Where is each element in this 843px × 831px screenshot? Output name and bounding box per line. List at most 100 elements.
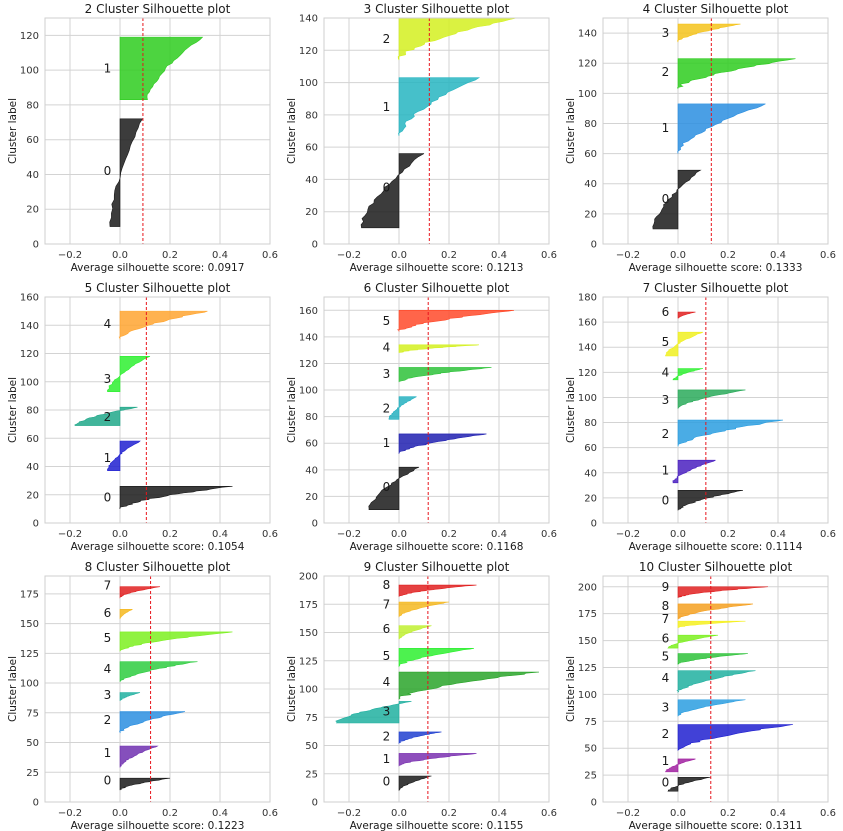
y-tick-label: 40 [305,465,318,476]
y-tick-label: 175 [20,589,39,600]
cluster-label-1: 1 [104,61,112,75]
silhouette-cluster-0 [119,777,171,791]
silhouette-cluster-2 [677,58,796,89]
plot-area [603,18,828,244]
silhouette-cluster-4 [398,671,540,700]
y-tick-label: 160 [20,293,39,304]
y-axis-label: Cluster label [565,377,577,443]
cluster-label-1: 1 [104,451,112,465]
y-axis-label: Cluster label [565,98,577,164]
y-tick-label: 120 [578,59,597,70]
chart-title: 9 Cluster Silhouette plot [364,560,510,574]
silhouette-cluster-4 [119,661,198,682]
silhouette-cluster-3 [107,356,151,392]
y-tick-label: 0 [312,240,318,251]
y-tick-label: 140 [578,343,597,354]
y-tick-label: 100 [20,377,39,388]
silhouette-cluster-1 [398,77,481,136]
cluster-label-1: 1 [383,100,391,114]
x-tick-label: 0.2 [441,529,457,540]
silhouette-cluster-6 [119,609,133,619]
x-tick-label: −0.2 [616,529,640,540]
chart-title: 7 Cluster Silhouette plot [643,281,789,295]
silhouette-cluster-0 [109,118,144,227]
chart-title: 5 Cluster Silhouette plot [85,281,231,295]
x-axis-label: Average silhouette score: 0.1168 [350,541,524,553]
y-tick-label: 40 [26,170,39,181]
silhouette-panel-1: 0 1 2 −0.2 0.0 0.2 0.4 0.6 0 20 40 60 80 100 120 140 3 C… [286,2,557,274]
silhouette-panel-8: 0 1 2 3 4 5 6 78 9 −0.2 0.0 0.2 0.4 0.6 0 25 50 75 100 125 1… [565,560,836,831]
x-tick-label: 0.4 [770,529,786,540]
cluster-label-2: 2 [662,727,670,741]
y-tick-label: 150 [20,619,39,630]
cluster-label-6: 6 [383,622,391,636]
x-tick-label: 0.2 [720,250,736,261]
silhouette-cluster-3 [119,692,141,701]
y-tick-label: 0 [33,798,39,809]
silhouette-cluster-9 [677,586,769,598]
cluster-label-2: 2 [383,32,391,46]
x-tick-label: 0.6 [262,808,278,819]
y-tick-label: 20 [584,493,597,504]
x-tick-label: 0.2 [162,529,178,540]
plot-area [603,576,828,802]
cluster-label-0: 0 [383,181,391,195]
x-tick-label: 0.4 [491,808,507,819]
cluster-label-9: 9 [662,580,670,594]
x-tick-label: 0.2 [441,808,457,819]
cluster-label-0: 0 [662,776,670,790]
x-tick-label: 0.4 [770,250,786,261]
cluster-label-0: 0 [104,164,112,178]
silhouette-panel-2: 0 1 2 3 −0.2 0.0 0.2 0.4 0.6 0 20 40 60 80 100 120 140 4 … [565,2,836,274]
y-tick-label: 25 [584,771,597,782]
y-tick-label: 0 [312,798,318,809]
y-tick-label: 200 [578,582,597,593]
cluster-label-2: 2 [662,65,670,79]
cluster-label-1: 1 [104,746,112,760]
x-tick-label: 0.0 [391,529,407,540]
cluster-label-0: 0 [104,491,112,505]
y-tick-label: 120 [299,46,318,57]
y-tick-label: 20 [26,205,39,216]
x-tick-label: −0.2 [337,529,361,540]
silhouette-cluster-0 [652,169,702,230]
x-tick-label: 0.2 [162,808,178,819]
x-tick-label: 0.6 [262,529,278,540]
y-tick-label: 140 [299,14,318,25]
cluster-label-4: 4 [662,671,670,685]
cluster-label-1: 1 [383,752,391,766]
x-tick-label: 0.6 [262,250,278,261]
silhouette-cluster-3 [677,23,741,43]
silhouette-cluster-5 [119,631,233,652]
y-tick-label: 150 [578,636,597,647]
y-tick-label: 120 [578,368,597,379]
plot-frame [44,575,271,803]
y-tick-label: 175 [578,609,597,620]
y-axis-label: Cluster label [286,656,298,722]
silhouette-cluster-5 [398,648,475,668]
plot-area [603,297,828,523]
y-tick-label: 200 [299,572,318,583]
y-tick-label: 80 [26,406,39,417]
x-tick-label: −0.2 [616,808,640,819]
cluster-label-2: 2 [383,402,391,416]
y-tick-label: 50 [305,741,318,752]
cluster-label-0: 0 [104,774,112,788]
y-axis-label: Cluster label [286,98,298,164]
y-tick-label: 20 [305,492,318,503]
cluster-label-5: 5 [383,314,391,328]
y-tick-label: 0 [33,240,39,251]
cluster-label-5: 5 [104,631,112,645]
y-tick-label: 60 [305,439,318,450]
x-axis-label: Average silhouette score: 0.1223 [71,820,245,831]
silhouette-cluster-5 [396,309,515,332]
y-tick-label: 80 [584,119,597,130]
silhouette-cluster-2 [677,419,784,447]
plot-frame [602,575,829,803]
y-tick-label: 60 [584,149,597,160]
y-axis-label: Cluster label [565,656,577,722]
cluster-label-4: 4 [383,675,391,689]
cluster-label-7: 7 [104,579,112,593]
plot-frame [323,575,550,803]
x-tick-label: 0.6 [541,250,557,261]
